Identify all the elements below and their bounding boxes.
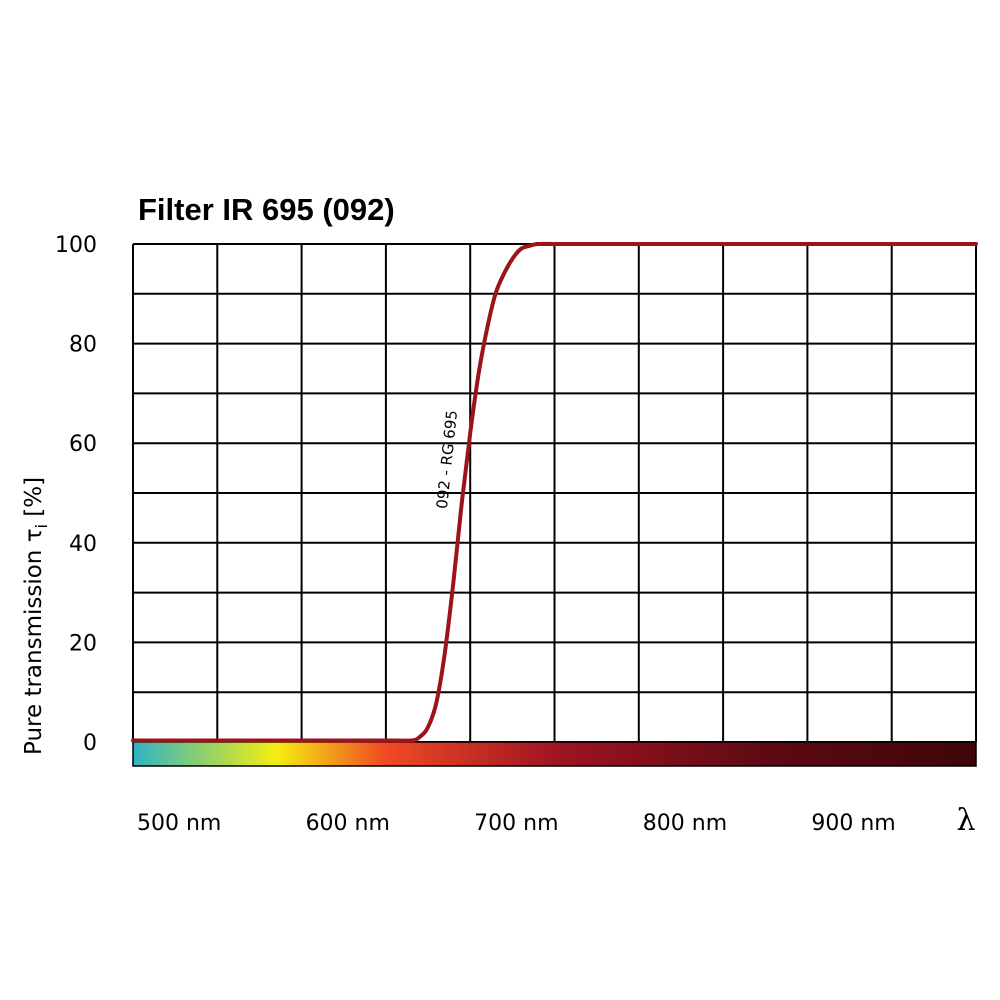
- y-tick-label: 0: [83, 731, 97, 756]
- grid: [132, 243, 977, 743]
- y-axis-label: Pure transmission τi [%]: [21, 477, 51, 755]
- x-tick-label: 800 nm: [643, 811, 727, 836]
- y-axis-label-main: Pure transmission τ: [21, 528, 47, 755]
- spectrum-bar: [132, 741, 977, 767]
- y-tick-label: 60: [69, 432, 97, 457]
- y-axis-label-sub: i: [32, 524, 51, 528]
- x-tick-label: 600 nm: [306, 811, 390, 836]
- x-tick-labels: 500 nm 600 nm 700 nm 800 nm 900 nm: [137, 811, 896, 836]
- y-tick-label: 100: [55, 233, 97, 258]
- y-tick-labels: 0 20 40 60 80 100: [55, 233, 97, 756]
- x-axis-label: λ: [956, 803, 975, 838]
- x-tick-label: 500 nm: [137, 811, 221, 836]
- x-tick-label: 700 nm: [474, 811, 558, 836]
- series-line-092-rg695: [131, 241, 978, 743]
- y-axis-label-unit: [%]: [21, 477, 47, 524]
- y-tick-label: 80: [69, 333, 97, 358]
- chart-title: Filter IR 695 (092): [138, 192, 395, 227]
- y-tick-label: 40: [69, 532, 97, 557]
- series-label: 092 - RG 695: [433, 409, 461, 509]
- x-tick-label: 900 nm: [811, 811, 895, 836]
- y-tick-label: 20: [69, 631, 97, 656]
